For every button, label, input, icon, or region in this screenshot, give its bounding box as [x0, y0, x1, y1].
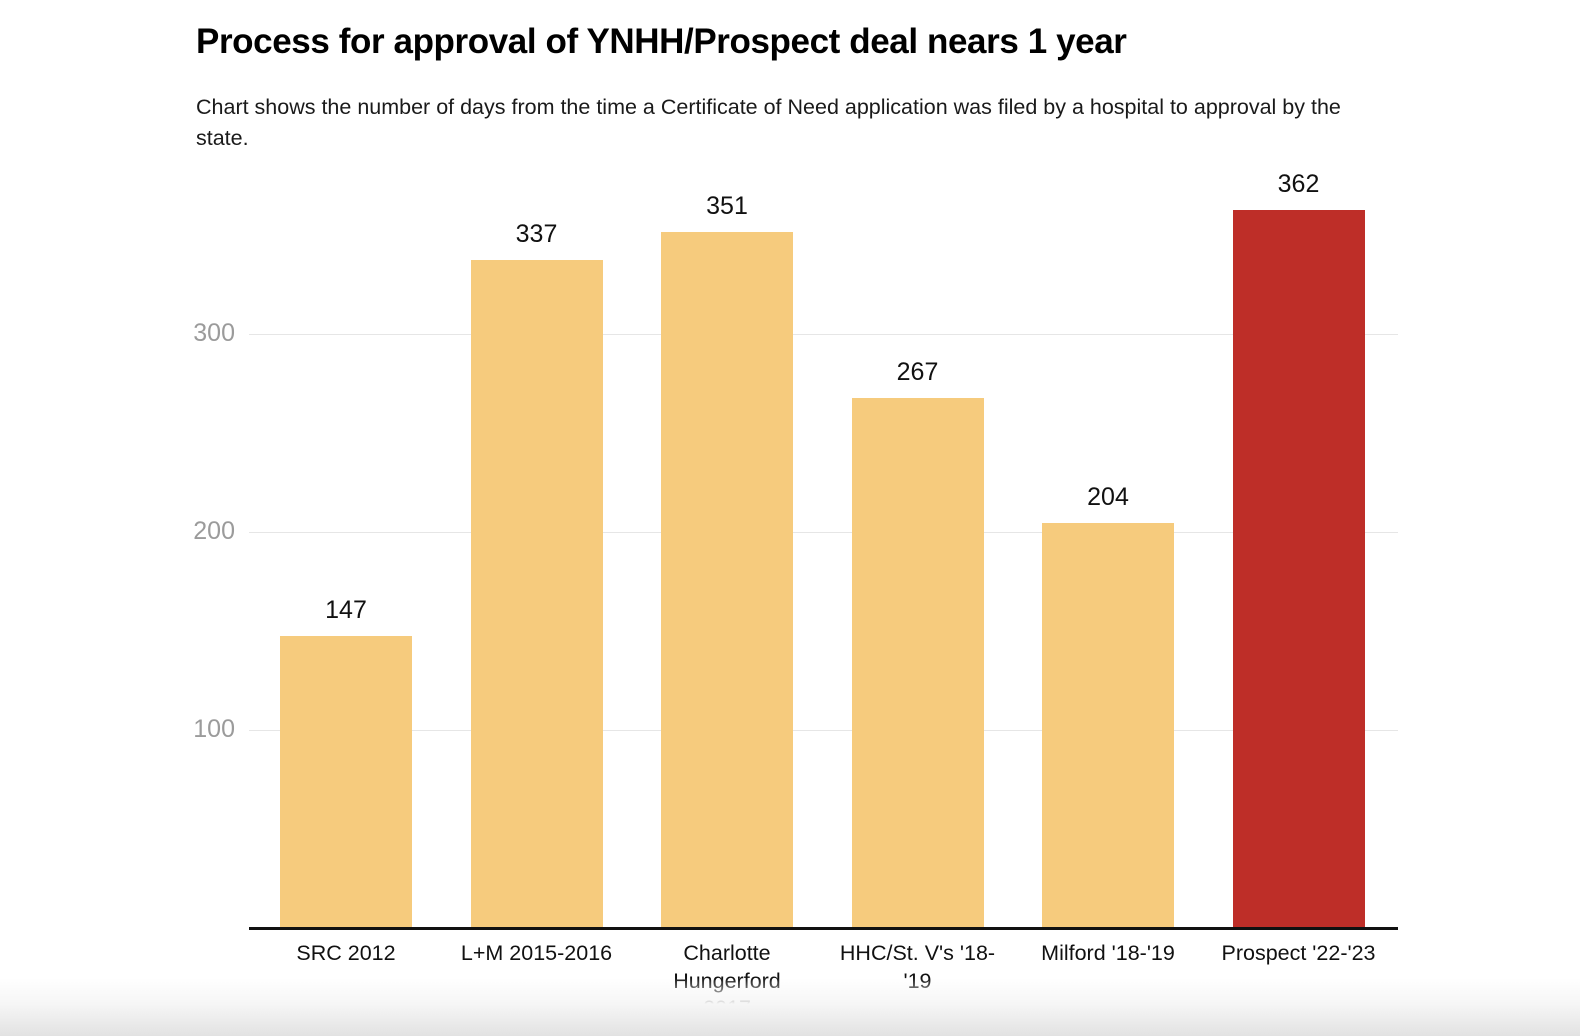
- bar-value-label: 204: [1087, 483, 1129, 512]
- gridline: [249, 730, 1398, 731]
- page-title: Process for approval of YNHH/Prospect de…: [196, 22, 1127, 61]
- x-axis-tick-label-line: '19: [903, 968, 932, 993]
- x-axis-tick-label: HHC/St. V's '18- '19: [823, 940, 1013, 995]
- x-axis-tick-label-line: Charlotte: [683, 941, 771, 965]
- bar[interactable]: [1042, 523, 1174, 927]
- bar-value-label: 337: [515, 219, 558, 248]
- bar-value-label: 147: [325, 595, 367, 624]
- bar-value-label: 351: [706, 192, 748, 221]
- gridline: [249, 532, 1398, 533]
- x-axis-tick-label-line: Milford '18-'19: [1041, 941, 1175, 965]
- x-axis-tick-label: Prospect '22-'23: [1204, 940, 1394, 968]
- bar-value-label: 267: [896, 358, 939, 387]
- y-axis-tick-label: 100: [193, 715, 235, 743]
- bar[interactable]: [661, 232, 793, 927]
- x-axis-tick-label: Charlotte Hungerford 2017: [632, 940, 822, 1023]
- x-axis-tick-label-line: 2017: [703, 996, 751, 1021]
- x-axis-tick-label-line: L+M 2015-2016: [460, 941, 613, 965]
- bar[interactable]: [280, 635, 412, 927]
- gridline: [249, 334, 1398, 335]
- x-axis-tick-label-line: SRC 2012: [296, 941, 396, 965]
- y-axis-tick-label: 200: [193, 517, 235, 545]
- y-axis-tick-label: 300: [193, 319, 235, 347]
- x-axis-tick-label: SRC 2012: [251, 940, 441, 968]
- x-axis-tick-label: Milford '18-'19: [1013, 940, 1203, 968]
- bar-highlighted[interactable]: [1232, 210, 1365, 927]
- bar[interactable]: [851, 398, 984, 927]
- x-axis-tick-label: L+M 2015-2016: [442, 940, 632, 968]
- x-axis-line: [249, 927, 1398, 930]
- bar-value-label: 362: [1277, 170, 1320, 199]
- bar[interactable]: [470, 259, 603, 927]
- chart-subtitle: Chart shows the number of days from the …: [196, 95, 1341, 151]
- x-axis-tick-label-line: HHC/St. V's '18-: [839, 941, 996, 965]
- x-axis-tick-label-line: Prospect '22-'23: [1221, 941, 1376, 965]
- x-axis-tick-label-line: Hungerford: [673, 968, 781, 993]
